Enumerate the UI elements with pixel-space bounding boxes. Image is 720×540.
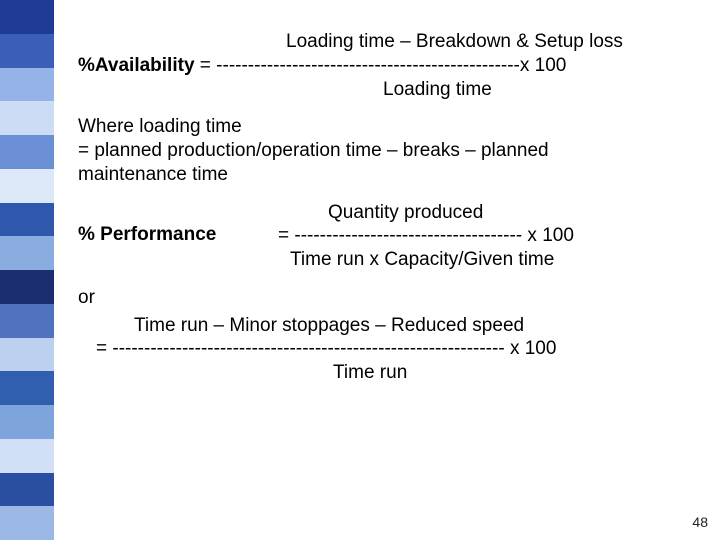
sidebar-block bbox=[0, 371, 54, 405]
formula2-denominator: Time run x Capacity/Given time bbox=[278, 248, 574, 272]
sidebar-block bbox=[0, 34, 54, 68]
sidebar-block bbox=[0, 101, 54, 135]
sidebar-block bbox=[0, 236, 54, 270]
slide-content: Loading time – Breakdown & Setup loss %A… bbox=[78, 30, 720, 385]
sidebar-block bbox=[0, 304, 54, 338]
formula2-eq: = bbox=[278, 225, 294, 246]
formula2-line: = ------------------------------------ x… bbox=[278, 224, 574, 248]
formula1-dashes: ----------------------------------------… bbox=[216, 55, 520, 76]
or-label: or bbox=[78, 286, 720, 310]
where-line2: = planned production/operation time – br… bbox=[78, 139, 720, 163]
decorative-sidebar bbox=[0, 0, 54, 540]
formula2-rhs: Quantity produced = --------------------… bbox=[278, 201, 574, 272]
sidebar-block bbox=[0, 338, 54, 372]
sidebar-block bbox=[0, 169, 54, 203]
formula1-eq: = bbox=[195, 55, 217, 76]
page-number: 48 bbox=[692, 514, 708, 530]
where-line1: Where loading time bbox=[78, 115, 720, 139]
formula2-numerator: Quantity produced bbox=[278, 201, 574, 225]
sidebar-block bbox=[0, 270, 54, 304]
sidebar-block bbox=[0, 439, 54, 473]
sidebar-block bbox=[0, 135, 54, 169]
formula1-lhs: %Availability bbox=[78, 55, 195, 76]
formula2-lhs: % Performance bbox=[78, 201, 278, 272]
formula1-suffix: x 100 bbox=[520, 55, 566, 76]
sidebar-block bbox=[0, 0, 54, 34]
formula1-numerator: Loading time – Breakdown & Setup loss bbox=[78, 30, 720, 54]
formula2-suffix: x 100 bbox=[522, 225, 574, 246]
formula3-denominator: Time run bbox=[78, 361, 720, 385]
sidebar-block bbox=[0, 506, 54, 540]
sidebar-block bbox=[0, 203, 54, 237]
formula3-line: = --------------------------------------… bbox=[78, 337, 720, 361]
formula2-dashes: ------------------------------------ bbox=[294, 225, 522, 246]
formula3-numerator: Time run – Minor stoppages – Reduced spe… bbox=[78, 314, 720, 338]
formula3-suffix: x 100 bbox=[505, 338, 557, 359]
formula3-eq: = bbox=[96, 338, 112, 359]
formula1-denominator: Loading time bbox=[78, 78, 720, 102]
formula3-dashes: ----------------------------------------… bbox=[112, 338, 504, 359]
sidebar-block bbox=[0, 473, 54, 507]
formula3-block: Time run – Minor stoppages – Reduced spe… bbox=[78, 314, 720, 385]
formula2-block: % Performance Quantity produced = ------… bbox=[78, 201, 720, 272]
formula1-line: %Availability = ------------------------… bbox=[78, 54, 720, 78]
where-line3: maintenance time bbox=[78, 163, 720, 187]
sidebar-block bbox=[0, 68, 54, 102]
where-block: Where loading time = planned production/… bbox=[78, 115, 720, 186]
sidebar-block bbox=[0, 405, 54, 439]
